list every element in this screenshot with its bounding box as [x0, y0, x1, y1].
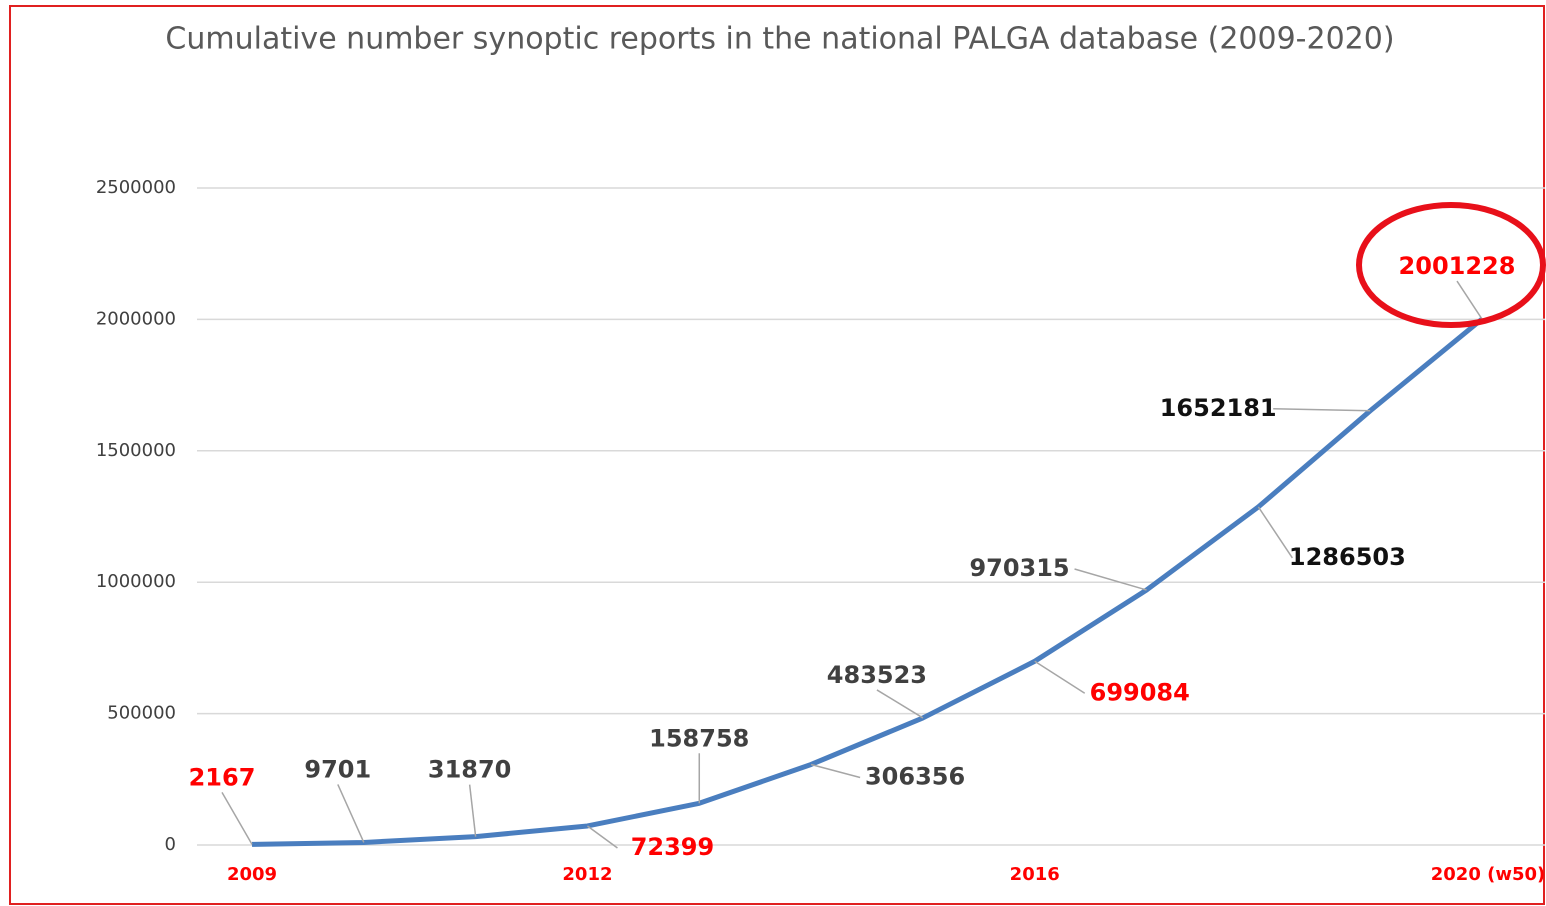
y-tick-label: 500000 [107, 703, 176, 724]
data-label: 1652181 [1160, 394, 1277, 422]
data-label: 2167 [189, 763, 256, 791]
data-label: 970315 [969, 554, 1069, 582]
leader-line [810, 763, 861, 779]
data-label: 31870 [428, 756, 512, 784]
leader-line [221, 792, 253, 845]
y-tick-label: 2000000 [96, 308, 176, 329]
frame [9, 5, 1545, 905]
leader-line [1074, 568, 1147, 591]
data-label: 483523 [827, 661, 927, 689]
leader-line [468, 784, 477, 837]
data-label: 2001228 [1399, 252, 1516, 280]
y-tick-label: 1000000 [96, 571, 176, 592]
y-tick-label: 0 [165, 834, 176, 855]
data-label: 158758 [649, 724, 749, 752]
data-label: 699084 [1090, 678, 1190, 706]
y-tick-label: 1500000 [96, 440, 176, 461]
data-label: 306356 [865, 762, 965, 790]
leader-line [1257, 506, 1293, 559]
x-tick-label: 2012 [562, 864, 612, 885]
y-tick-label: 2500000 [96, 177, 176, 198]
leader-line [337, 784, 365, 843]
data-label: 1286503 [1289, 543, 1406, 571]
highlight-circle [1356, 202, 1546, 328]
chart-title: Cumulative number synoptic reports in th… [165, 22, 1394, 57]
leader-line [1273, 408, 1371, 412]
leader-line [1456, 280, 1483, 320]
x-tick-label: 2020 (w50) [1431, 864, 1546, 885]
series-line [251, 317, 1484, 847]
data-label: 72399 [631, 833, 715, 861]
leader-line [587, 825, 618, 849]
leader-line [876, 689, 924, 719]
x-tick-label: 2016 [1010, 864, 1060, 885]
x-tick-label: 2009 [227, 864, 277, 885]
leader-line [1034, 660, 1086, 694]
data-label: 9701 [304, 755, 371, 783]
